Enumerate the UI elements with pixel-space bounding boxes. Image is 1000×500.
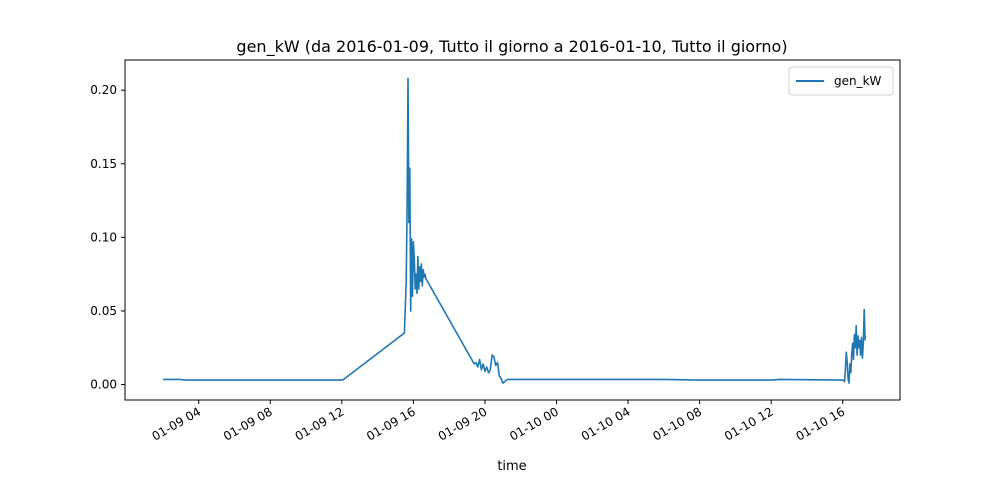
y-axis: 0.00 0.05 0.10 0.15 0.20 bbox=[90, 83, 125, 392]
x-tick-label: 01-10 04 bbox=[579, 404, 633, 443]
x-tick-label: 01-10 08 bbox=[650, 404, 704, 443]
x-tick-label: 01-09 04 bbox=[149, 404, 203, 443]
x-tick-label: 01-09 20 bbox=[436, 404, 490, 443]
y-tick-label: 0.05 bbox=[90, 304, 117, 318]
x-axis-label: time bbox=[497, 459, 526, 474]
chart-title: gen_kW (da 2016-01-09, Tutto il giorno a… bbox=[236, 37, 787, 57]
y-tick-label: 0.10 bbox=[90, 230, 117, 244]
y-tick-label: 0.00 bbox=[90, 378, 117, 392]
series-line-gen-kw bbox=[162, 77, 866, 384]
plot-frame bbox=[124, 59, 901, 401]
x-tick-label: 01-09 16 bbox=[364, 404, 418, 443]
x-tick-label: 01-09 12 bbox=[293, 404, 347, 443]
x-tick-label: 01-10 16 bbox=[794, 404, 848, 443]
y-tick-label: 0.20 bbox=[90, 83, 117, 97]
x-axis: 01-09 04 01-09 08 01-09 12 01-09 16 01-09 20… bbox=[149, 400, 847, 444]
x-tick-label: 01-10 12 bbox=[722, 404, 776, 443]
x-tick-label: 01-10 00 bbox=[507, 404, 561, 443]
series-layer bbox=[162, 77, 866, 384]
y-tick-label: 0.15 bbox=[90, 157, 117, 171]
plot-area bbox=[124, 59, 901, 401]
x-tick-label: 01-09 08 bbox=[221, 404, 275, 443]
legend-label-gen-kw: gen_kW bbox=[834, 74, 882, 88]
legend: gen_kW bbox=[788, 66, 894, 96]
legend-box bbox=[788, 66, 894, 96]
